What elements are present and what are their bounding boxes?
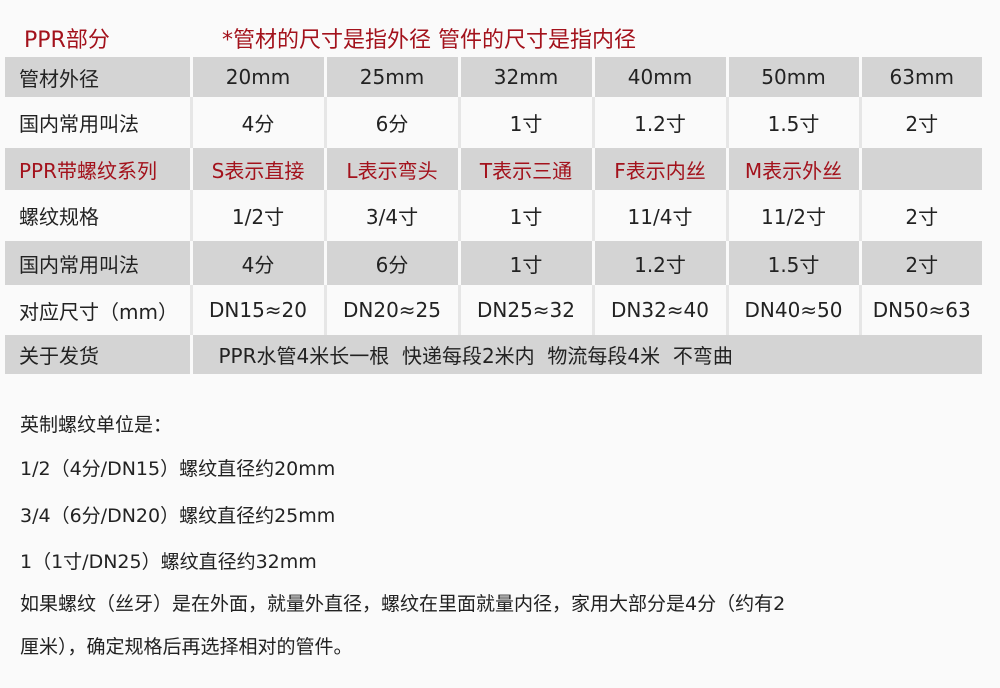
shipping-row: 关于发货 PPR水管4米长一根 快递每段2米内 物流每段4米 不弯曲 bbox=[5, 335, 982, 374]
table-cell: 40mm bbox=[593, 57, 729, 97]
table-cell: 2寸 bbox=[860, 241, 982, 285]
note-line: 1（1寸/DN25）螺纹直径约32mm bbox=[20, 551, 317, 573]
note-line: 英制螺纹单位是： bbox=[20, 414, 173, 436]
table-cell: DN25≈32 bbox=[459, 285, 595, 335]
table-cell: 1.5寸 bbox=[727, 241, 862, 285]
table-cell: 1.2寸 bbox=[593, 97, 729, 148]
row-label: PPR带螺纹系列 bbox=[5, 148, 193, 190]
table-cell: DN40≈50 bbox=[727, 285, 862, 335]
size-note: *管材的尺寸是指外径 管件的尺寸是指内径 bbox=[222, 28, 636, 53]
table-row: 对应尺寸（mm） DN15≈20 DN20≈25 DN25≈32 DN32≈40 DN40… bbox=[5, 285, 982, 335]
table-cell: 6分 bbox=[325, 241, 461, 285]
table-row: 管材外径 20mm 25mm 32mm 40mm 50mm 63mm bbox=[5, 57, 982, 97]
table-cell: S表示直接 bbox=[191, 148, 327, 190]
table-cell: DN50≈63 bbox=[860, 285, 982, 335]
table-cell: T表示三通 bbox=[459, 148, 595, 190]
table-cell: DN32≈40 bbox=[593, 285, 729, 335]
table-cell: 4分 bbox=[191, 97, 327, 148]
table-cell: 11/2寸 bbox=[727, 190, 862, 241]
table-cell: 11/4寸 bbox=[593, 190, 729, 241]
table-cell: 4分 bbox=[191, 241, 327, 285]
table-cell: 32mm bbox=[459, 57, 595, 97]
row-label: 国内常用叫法 bbox=[5, 97, 193, 148]
row-label: 螺纹规格 bbox=[5, 190, 193, 241]
table-cell: 2寸 bbox=[860, 190, 982, 241]
note-line: 1/2（4分/DN15）螺纹直径约20mm bbox=[20, 458, 336, 480]
table-cell: M表示外丝 bbox=[727, 148, 862, 190]
shipping-info: PPR水管4米长一根 快递每段2米内 物流每段4米 不弯曲 bbox=[191, 335, 982, 374]
table-cell: 1寸 bbox=[459, 241, 595, 285]
table-cell: 2寸 bbox=[860, 97, 982, 148]
row-label: 管材外径 bbox=[5, 57, 193, 97]
table-cell: 50mm bbox=[727, 57, 862, 97]
ppr-spec-table: 管材外径 20mm 25mm 32mm 40mm 50mm 63mm 国内常用叫法 4分 6分 1寸… bbox=[5, 57, 982, 374]
table-cell: DN20≈25 bbox=[325, 285, 461, 335]
table-cell: 25mm bbox=[325, 57, 461, 97]
row-label: 对应尺寸（mm） bbox=[5, 285, 193, 335]
table-cell: 20mm bbox=[191, 57, 327, 97]
table-cell: 1.2寸 bbox=[593, 241, 729, 285]
table-row: PPR带螺纹系列 S表示直接 L表示弯头 T表示三通 F表示内丝 M表示外丝 bbox=[5, 148, 982, 190]
table-row: 螺纹规格 1/2寸 3/4寸 1寸 11/4寸 11/2寸 2寸 bbox=[5, 190, 982, 241]
table-cell: 6分 bbox=[325, 97, 461, 148]
table-cell: L表示弯头 bbox=[325, 148, 461, 190]
table-row: 国内常用叫法 4分 6分 1寸 1.2寸 1.5寸 2寸 bbox=[5, 97, 982, 148]
section-title: PPR部分 bbox=[24, 28, 110, 53]
note-line: 厘米），确定规格后再选择相对的管件。 bbox=[20, 636, 353, 658]
table-cell: F表示内丝 bbox=[593, 148, 729, 190]
table-cell: 1.5寸 bbox=[727, 97, 862, 148]
table-cell: 63mm bbox=[860, 57, 982, 97]
table-cell: 1寸 bbox=[459, 190, 595, 241]
table-cell: 1/2寸 bbox=[191, 190, 327, 241]
note-line: 3/4（6分/DN20）螺纹直径约25mm bbox=[20, 505, 336, 527]
table-cell: DN15≈20 bbox=[191, 285, 327, 335]
row-label: 国内常用叫法 bbox=[5, 241, 193, 285]
row-label: 关于发货 bbox=[5, 335, 193, 374]
table-cell: 3/4寸 bbox=[325, 190, 461, 241]
table-cell: 1寸 bbox=[459, 97, 595, 148]
table-cell bbox=[860, 148, 982, 190]
table-row: 国内常用叫法 4分 6分 1寸 1.2寸 1.5寸 2寸 bbox=[5, 241, 982, 285]
note-line: 如果螺纹（丝牙）是在外面，就量外直径，螺纹在里面就量内径，家用大部分是4分（约有… bbox=[20, 593, 786, 615]
